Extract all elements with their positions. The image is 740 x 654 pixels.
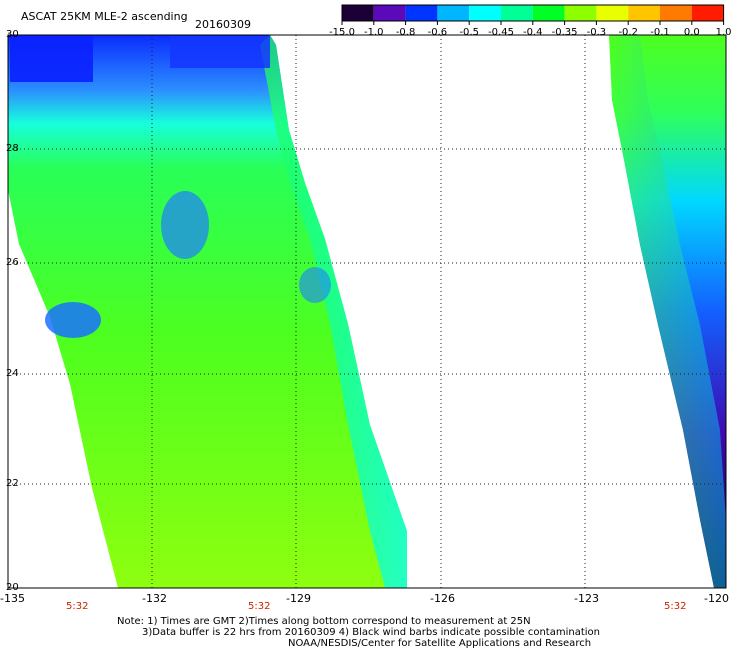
legend-label-4: -0.5 — [459, 27, 479, 38]
lat-label-26: 26 — [6, 257, 19, 268]
right-swath-edge — [609, 35, 726, 588]
lat-label-28: 28 — [6, 143, 19, 154]
legend-swatch-7 — [564, 5, 597, 21]
left-swath-fill — [8, 35, 407, 588]
legend-swatch-10 — [660, 5, 692, 21]
legend-swatch-1 — [373, 5, 406, 21]
legend-swatch-0 — [342, 5, 374, 21]
legend-swatch-4 — [469, 5, 501, 21]
right-swath — [609, 35, 726, 588]
lon-label-129: -129 — [286, 592, 311, 605]
legend-label-0: -15.0 — [329, 27, 355, 38]
left-swath-blue-core-1 — [45, 302, 101, 338]
legend-label-11: 0.0 — [684, 27, 700, 38]
page-title: ASCAT 25KM MLE-2 ascending — [21, 10, 188, 23]
left-swath-blue-core-2 — [161, 191, 209, 259]
lat-label-30: 30 — [6, 29, 19, 40]
left-swath — [8, 35, 407, 588]
lon-label-135: -135 — [0, 592, 25, 605]
page-date: 20160309 — [195, 18, 251, 31]
colorbar: -15.0 -1.0 -0.8 -0.6 -0.5 -0.45 -0.4 -0.… — [329, 4, 732, 38]
time-label-3: 5:32 — [664, 601, 686, 612]
legend-labels: -15.0 -1.0 -0.8 -0.6 -0.5 -0.45 -0.4 -0.… — [329, 27, 731, 38]
time-markers: 5:32 5:32 5:32 — [66, 601, 686, 612]
legend-swatch-2 — [405, 5, 438, 21]
legend-swatch-9 — [628, 5, 660, 21]
note-line-1: Note: 1) Times are GMT 2)Times along bot… — [117, 616, 531, 627]
note-line-2: 3)Data buffer is 22 hrs from 20160309 4)… — [142, 627, 600, 638]
lat-label-20: 20 — [6, 582, 19, 593]
legend-label-3: -0.6 — [428, 27, 448, 38]
legend-swatch-6 — [532, 5, 565, 21]
lon-label-123: -123 — [574, 592, 599, 605]
latitude-axis: 30 28 26 24 22 20 — [6, 29, 19, 593]
map-area — [7, 34, 727, 589]
map-frame — [7, 34, 727, 589]
legend-label-2: -0.8 — [396, 27, 416, 38]
footer-notes: Note: 1) Times are GMT 2)Times along bot… — [117, 616, 600, 649]
legend-swatch-8 — [596, 5, 629, 21]
left-swath-dark-top-2 — [170, 36, 270, 68]
lon-label-132: -132 — [142, 592, 167, 605]
lon-label-126: -126 — [430, 592, 455, 605]
legend-label-9: -0.2 — [618, 27, 638, 38]
legend-label-8: -0.3 — [587, 27, 607, 38]
legend-label-7: -0.35 — [552, 27, 578, 38]
left-swath-blue-core-3 — [299, 267, 331, 303]
legend-tick-marks — [341, 21, 725, 25]
legend-swatch-5 — [501, 5, 533, 21]
left-swath-dark-top — [10, 36, 93, 82]
lat-label-22: 22 — [6, 478, 19, 489]
lat-label-24: 24 — [6, 368, 19, 379]
time-label-1: 5:32 — [66, 601, 88, 612]
longitude-axis: -135 -132 -129 -126 -123 -120 — [0, 592, 729, 605]
legend-swatch-3 — [437, 5, 470, 21]
legend-swatch-11 — [691, 5, 724, 21]
legend-label-12: 1.0 — [716, 27, 732, 38]
legend-label-6: -0.4 — [523, 27, 543, 38]
legend-label-5: -0.45 — [488, 27, 514, 38]
note-line-3: NOAA/NESDIS/Center for Satellite Applica… — [288, 638, 591, 649]
lon-label-120: -120 — [704, 592, 729, 605]
legend-label-10: -0.1 — [650, 27, 670, 38]
legend-label-1: -1.0 — [364, 27, 384, 38]
time-label-2: 5:32 — [248, 601, 270, 612]
left-swath-edge — [260, 35, 407, 588]
